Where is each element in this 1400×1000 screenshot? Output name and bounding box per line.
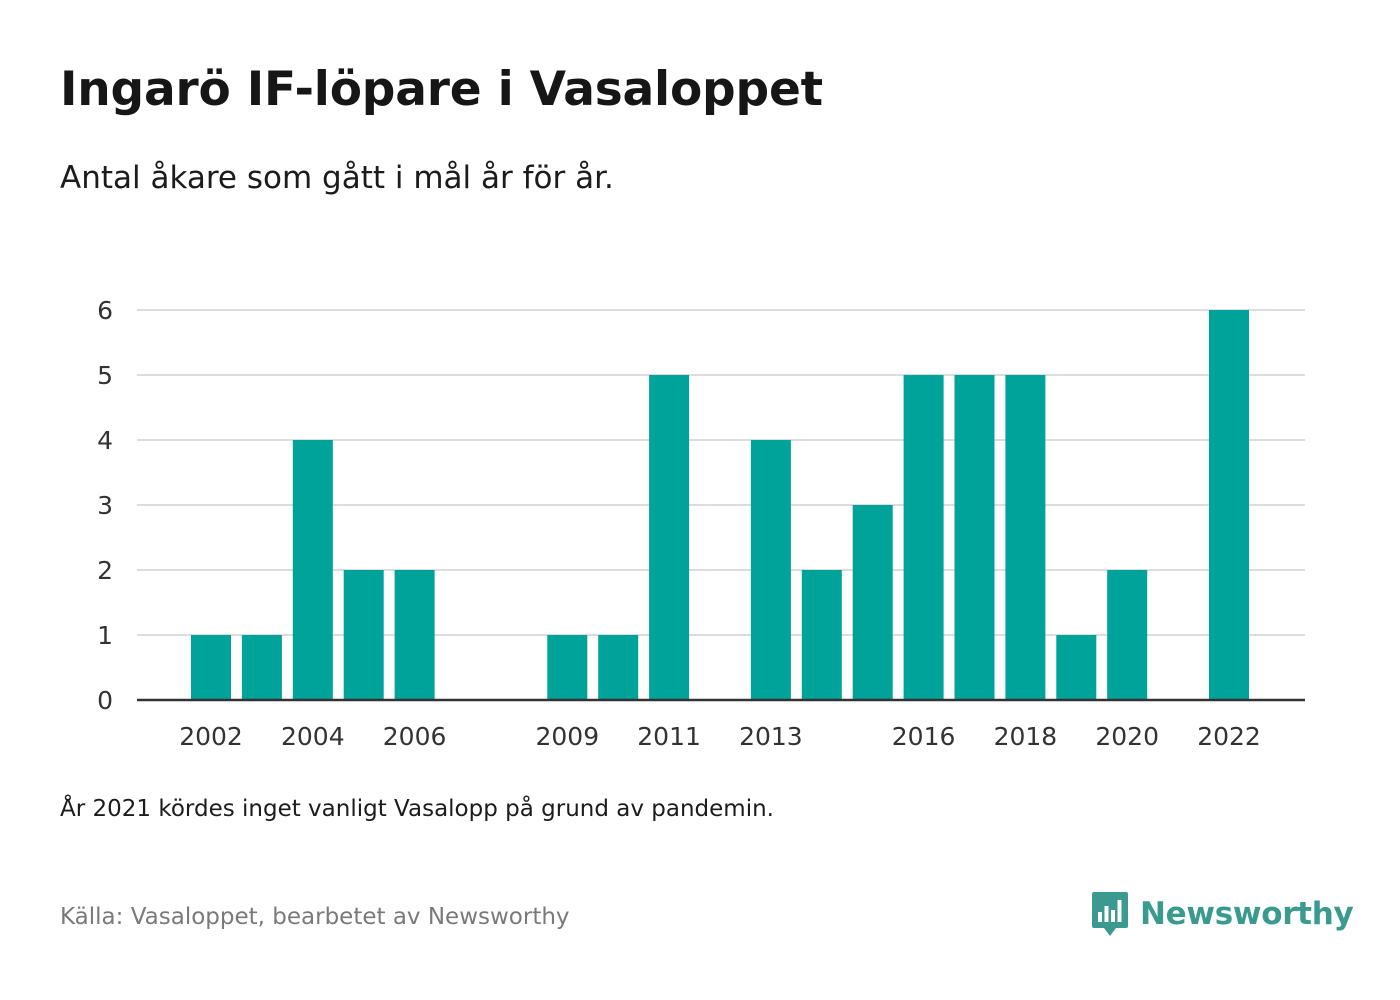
x-tick-label: 2018 xyxy=(994,722,1058,751)
x-tick-label: 2006 xyxy=(383,722,447,751)
y-tick-label: 6 xyxy=(97,296,113,325)
x-tick-label: 2013 xyxy=(739,722,803,751)
x-tick-label: 2004 xyxy=(281,722,345,751)
y-tick-label: 0 xyxy=(97,686,113,715)
axes: 0 1 2 3 4 5 6 2002 2004 2006 2009 2011 2013 2016 2018 2… xyxy=(97,296,1305,751)
brand-name: Newsworthy xyxy=(1140,896,1354,932)
x-tick-label: 2002 xyxy=(179,722,243,751)
x-tick-label: 2009 xyxy=(535,722,599,751)
bar xyxy=(954,375,995,700)
bar xyxy=(191,635,231,700)
bar xyxy=(1005,375,1046,700)
y-tick-label: 3 xyxy=(97,491,113,520)
bars xyxy=(191,310,1249,700)
bar xyxy=(1209,310,1249,700)
x-tick-label: 2011 xyxy=(637,722,701,751)
x-tick-label: 2022 xyxy=(1197,722,1261,751)
brand-logo: Newsworthy xyxy=(1090,890,1354,938)
bar xyxy=(343,570,384,700)
bar xyxy=(598,635,639,700)
y-tick-label: 1 xyxy=(97,621,113,650)
bar xyxy=(394,570,435,700)
bar xyxy=(750,440,791,700)
x-tick-label: 2020 xyxy=(1095,722,1159,751)
bar xyxy=(649,375,690,700)
chart-title: Ingarö IF-löpare i Vasaloppet xyxy=(60,62,823,117)
bar xyxy=(1056,635,1097,700)
source-credit: Källa: Vasaloppet, bearbetet av Newswort… xyxy=(60,904,570,930)
chart-subtitle: Antal åkare som gått i mål år för år. xyxy=(60,160,614,196)
bar xyxy=(801,570,842,700)
chart-note: År 2021 kördes inget vanligt Vasalopp på… xyxy=(60,796,774,822)
y-tick-label: 2 xyxy=(97,556,113,585)
y-tick-label: 5 xyxy=(97,361,113,390)
bar xyxy=(903,375,944,700)
bar xyxy=(852,505,893,700)
bar xyxy=(1107,570,1148,700)
bar xyxy=(292,440,333,700)
bar xyxy=(547,635,588,700)
y-tick-label: 4 xyxy=(97,426,113,455)
bar xyxy=(241,635,282,700)
newsworthy-logo-icon xyxy=(1092,892,1128,936)
x-tick-label: 2016 xyxy=(892,722,956,751)
